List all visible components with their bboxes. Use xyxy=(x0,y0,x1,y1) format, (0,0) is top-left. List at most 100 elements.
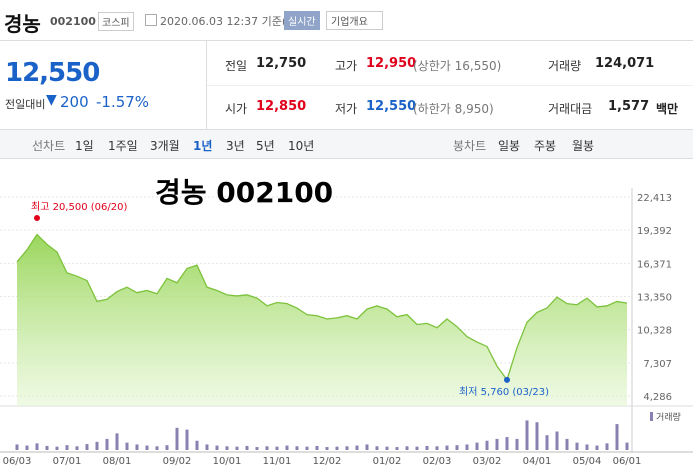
tab-label: 선차트 xyxy=(32,139,66,153)
volume-bar xyxy=(625,442,629,450)
volume-bar xyxy=(345,446,349,450)
datetime: 2020.06.03 12:37 기준(장중) xyxy=(160,15,311,28)
volume-bar xyxy=(495,438,499,450)
volume-bar xyxy=(565,438,569,450)
volume-bar xyxy=(595,445,599,450)
volume-bar xyxy=(145,445,149,450)
volume-bar xyxy=(295,446,299,450)
extreme-marker xyxy=(504,376,510,383)
tab-label: 봉차트 xyxy=(453,139,487,153)
volume-bar xyxy=(65,445,69,450)
volume-bar xyxy=(105,438,109,450)
volume-bar xyxy=(415,446,419,450)
tab[interactable]: 5년 xyxy=(256,139,275,153)
volume-bar xyxy=(235,446,239,450)
chart: 22,413 19,392 16,371 13,350 10,328 7,307 4,286… xyxy=(0,176,693,467)
volume-bar xyxy=(615,424,619,450)
x-tick-label: 03/02 xyxy=(473,456,502,467)
realtime-btn[interactable]: 실시간 xyxy=(284,11,320,30)
price: 12,550 xyxy=(5,58,100,88)
change-pct: -1.57% xyxy=(96,93,150,111)
volume-bar xyxy=(45,445,49,450)
volume-bar xyxy=(75,446,79,450)
stat-label: 시가 xyxy=(225,102,248,116)
stat-value: 12,950 xyxy=(366,56,417,71)
volume-bar xyxy=(225,446,229,450)
x-tick-label: 06/03 xyxy=(3,456,32,467)
volume-bar xyxy=(445,445,449,450)
volume-bar xyxy=(405,446,409,450)
volume-bar xyxy=(95,441,99,450)
volume-bar xyxy=(325,447,329,450)
stat-note: (상한가 16,550) xyxy=(413,59,502,73)
volume-bar xyxy=(35,443,39,450)
price-line xyxy=(16,233,628,382)
y-tick-label: 13,350 xyxy=(637,292,672,303)
tab[interactable]: 주봉 xyxy=(534,139,557,153)
volume-bar xyxy=(155,446,159,450)
volume-bar xyxy=(15,444,19,450)
extreme-label: 최저 5,760 (03/23) xyxy=(459,386,549,398)
volume-bar xyxy=(505,437,509,450)
x-tick-label: 02/03 xyxy=(423,456,452,467)
volume-bar xyxy=(555,431,559,450)
tab[interactable]: 1일 xyxy=(75,139,94,153)
volume-bar xyxy=(455,445,459,450)
y-tick-label: 7,307 xyxy=(643,359,672,370)
stock-code: 002100 xyxy=(50,15,96,28)
x-tick-label: 12/02 xyxy=(313,456,342,467)
company-btn[interactable]: 기업개요 xyxy=(326,11,383,30)
stat-value: 12,850 xyxy=(256,99,307,114)
tab[interactable]: 1주일 xyxy=(108,139,138,153)
volume-bar xyxy=(255,447,259,450)
area-fill xyxy=(17,234,627,406)
volume-bar xyxy=(435,446,439,450)
tab[interactable]: 3년 xyxy=(226,139,245,153)
stat-label: 거래대금 xyxy=(548,102,593,116)
tab[interactable]: 3개월 xyxy=(150,139,180,153)
x-tick-label: 10/01 xyxy=(213,456,242,467)
stat-value: 12,550 xyxy=(366,99,417,114)
tab[interactable]: 10년 xyxy=(288,139,315,153)
y-tick-label: 10,328 xyxy=(637,326,672,337)
stat-label: 거래량 xyxy=(548,59,582,73)
volume-bar xyxy=(305,446,309,450)
stat-value: 12,750 xyxy=(256,56,307,71)
volume-bar xyxy=(195,440,199,450)
tab-bar xyxy=(0,129,693,159)
volume-bar xyxy=(115,433,119,450)
legend-label: 거래량 xyxy=(656,411,681,423)
x-tick-label: 08/01 xyxy=(103,456,132,467)
volume-bar xyxy=(365,444,369,450)
stat-unit: 백만 xyxy=(656,102,679,116)
y-tick-label: 19,392 xyxy=(637,226,672,237)
stock-name: 경농 xyxy=(4,12,41,36)
divider xyxy=(207,85,693,86)
volume-bar xyxy=(205,444,209,450)
volume-bar xyxy=(125,442,129,450)
tab[interactable]: 일봉 xyxy=(498,139,521,153)
volume-bar xyxy=(185,429,189,450)
market-badge: 코스피 xyxy=(98,12,134,31)
volume-bar xyxy=(545,435,549,450)
volume-bar xyxy=(535,422,539,450)
tab[interactable]: 1년 xyxy=(193,139,213,153)
stat-value: 1,577 xyxy=(608,99,650,114)
chart-title: 경농 002100 xyxy=(155,176,333,209)
x-tick-label: 07/01 xyxy=(53,456,82,467)
volume-bar xyxy=(475,442,479,450)
stat-value: 124,071 xyxy=(595,56,655,71)
volume-bar xyxy=(465,444,469,450)
stat-label: 전일 xyxy=(225,59,248,73)
volume-bar xyxy=(315,445,319,450)
volume-bar xyxy=(375,446,379,450)
stat-label: 고가 xyxy=(335,59,358,73)
extreme-label: 최고 20,500 (06/20) xyxy=(31,201,127,213)
volume-bar xyxy=(515,438,519,450)
extreme-marker xyxy=(34,215,40,222)
stat-note: (하한가 8,950) xyxy=(413,102,494,116)
x-tick-label: 06/01 xyxy=(613,456,642,467)
tab[interactable]: 월봉 xyxy=(572,139,595,153)
volume-bar xyxy=(245,445,249,450)
header xyxy=(0,0,693,41)
